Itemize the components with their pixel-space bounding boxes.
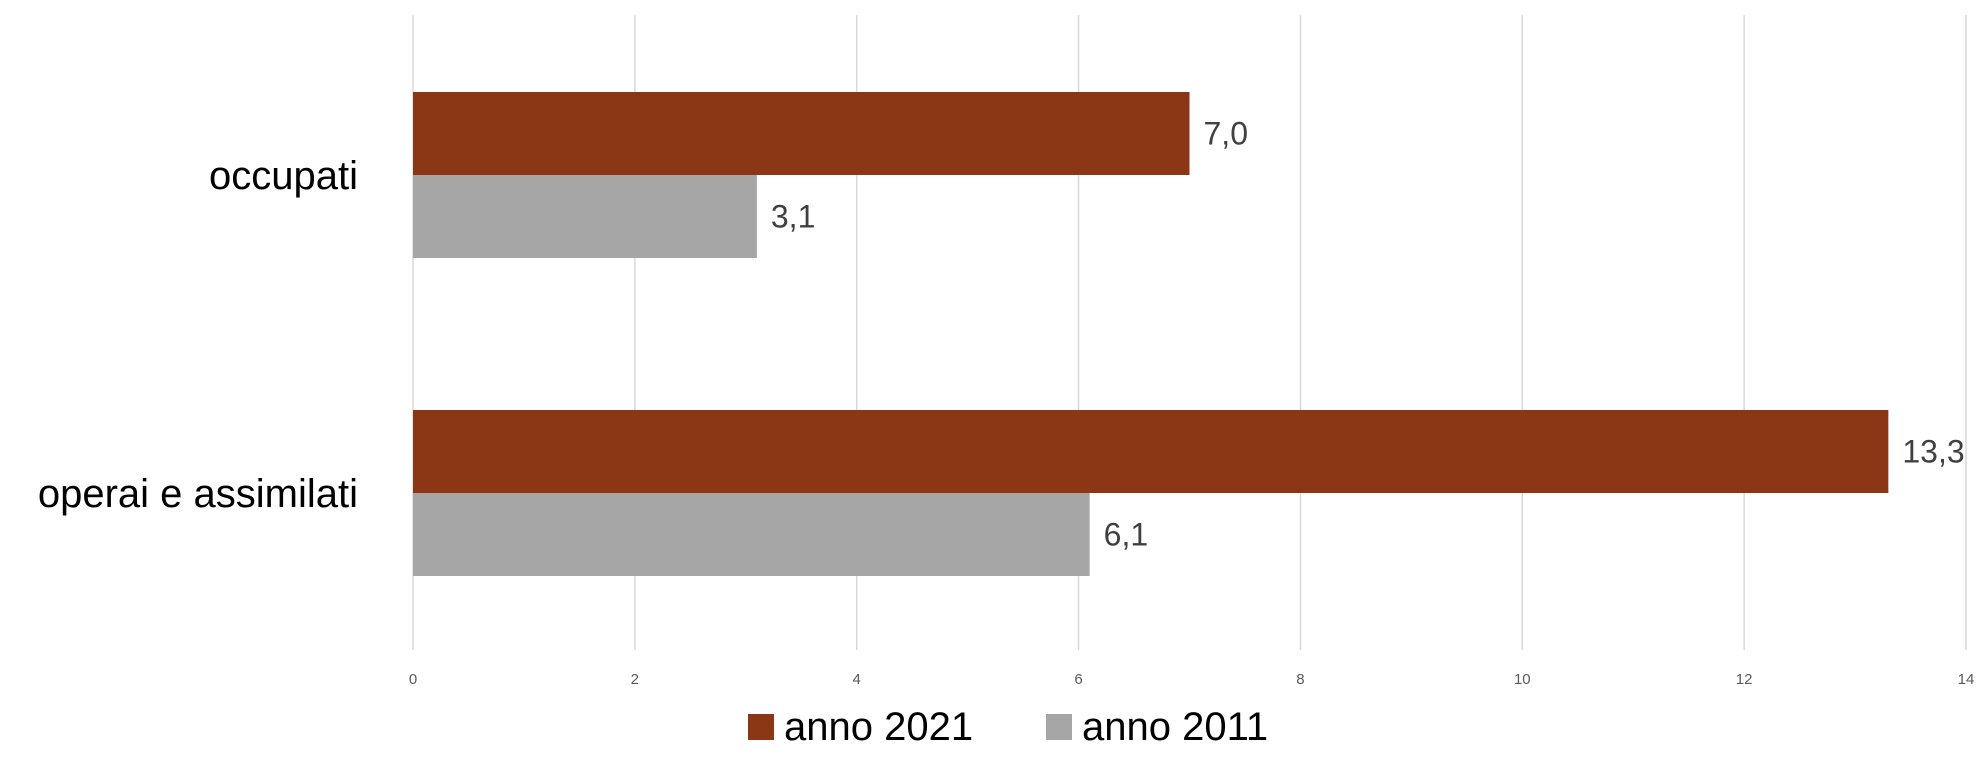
bar — [413, 410, 1889, 493]
category-label: occupati — [209, 154, 358, 198]
category-label: operai e assimilati — [38, 472, 358, 516]
bar — [413, 493, 1090, 576]
data-label: 7,0 — [1204, 116, 1248, 152]
x-tick-label: 2 — [631, 671, 639, 688]
bar — [413, 175, 757, 258]
legend: anno 2021 anno 2011 — [748, 705, 1268, 749]
x-tick-label: 12 — [1736, 671, 1753, 688]
bars — [413, 92, 1889, 576]
data-label: 13,3 — [1902, 434, 1964, 470]
x-tick-label: 14 — [1958, 671, 1975, 688]
data-label: 6,1 — [1104, 517, 1148, 553]
labels: 0 2 4 6 8 10 12 14 occupati 7,0 3,1 operai e assimi… — [38, 116, 1974, 689]
x-tick-label: 10 — [1514, 671, 1531, 688]
legend-label: anno 2011 — [1082, 705, 1268, 749]
x-tick-label: 0 — [409, 671, 417, 688]
bar — [413, 92, 1190, 175]
legend-label: anno 2021 — [784, 705, 973, 749]
x-tick-label: 4 — [853, 671, 861, 688]
legend-swatch — [1046, 714, 1072, 740]
data-label: 3,1 — [771, 199, 815, 235]
legend-swatch — [748, 714, 774, 740]
x-tick-label: 6 — [1074, 671, 1082, 688]
x-tick-label: 8 — [1296, 671, 1304, 688]
